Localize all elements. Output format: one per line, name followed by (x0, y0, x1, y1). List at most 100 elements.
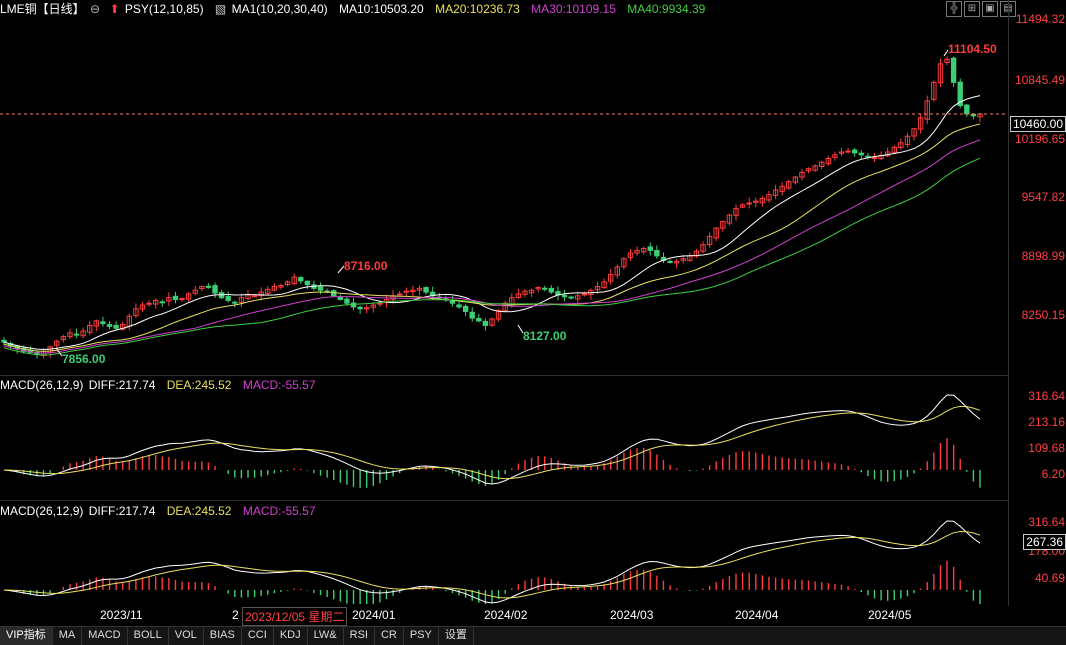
candle-body (120, 324, 126, 330)
candle-body (1, 339, 7, 343)
macd1-diff: DIFF:217.74 (88, 378, 156, 392)
tab-bias[interactable]: BIAS (204, 627, 242, 645)
ma20-value: MA20:10236.73 (435, 2, 520, 16)
annotation-pointer (55, 347, 63, 357)
tab-cci[interactable]: CCI (242, 627, 274, 645)
date-label: 2 (232, 608, 239, 622)
candle-body (377, 302, 383, 305)
candle-body (271, 286, 278, 291)
candle-body (100, 321, 106, 325)
candle-body (739, 204, 746, 208)
price-axis: 11494.32 10845.49 10196.65 9547.82 8898.… (1008, 0, 1066, 606)
candle-body (284, 281, 291, 286)
macd1-label[interactable]: MACD(26,12,9) (0, 378, 84, 392)
candle-body (700, 244, 706, 252)
tab-lw[interactable]: LW& (308, 627, 344, 645)
tab-cr[interactable]: CR (375, 627, 404, 645)
macd2-diff-line (3, 520, 981, 604)
collapse-icon[interactable]: ⊖ (90, 2, 101, 16)
high-price-label: 11104.50 (948, 42, 997, 56)
candle-body (568, 296, 574, 299)
price-chart[interactable]: 11104.50 8716.00 7856.00 8127.00 (0, 0, 1008, 606)
candle-body (403, 290, 409, 293)
tab-vip[interactable]: VIP指标 (0, 627, 53, 645)
candle-body (706, 235, 713, 245)
candle-body (858, 152, 864, 156)
candle-body (166, 297, 172, 302)
candle-body (133, 308, 139, 317)
macd2-macd: MACD:-55.57 (242, 504, 316, 518)
low-price-label: 7856.00 (62, 352, 106, 366)
psy-indicator[interactable]: PSY(12,10,85) (124, 2, 204, 16)
candle-body (825, 157, 832, 165)
candle-body (548, 287, 555, 293)
candle-body (647, 246, 653, 251)
candle-body (911, 128, 917, 137)
macd1-header: MACD(26,12,9) DIFF:217.74 DEA:245.52 MAC… (0, 377, 324, 393)
tab-rsi[interactable]: RSI (344, 627, 375, 645)
candle-body (179, 298, 185, 301)
candle-body (416, 287, 423, 291)
tab-ma[interactable]: MA (53, 627, 83, 645)
candle-body (265, 288, 271, 294)
expand-icon[interactable]: ⊞ (964, 1, 980, 17)
candle-body (792, 176, 799, 183)
tab-psy[interactable]: PSY (404, 627, 439, 645)
tab-kdj[interactable]: KDJ (274, 627, 308, 645)
macd2-label[interactable]: MACD(26,12,9) (0, 504, 84, 518)
candle-body (944, 58, 950, 63)
tab-vol[interactable]: VOL (169, 627, 204, 645)
candle-body (581, 293, 588, 296)
candle-body (726, 214, 733, 224)
candle-body (608, 273, 614, 282)
candle-body (766, 194, 772, 201)
candle-body (423, 287, 429, 293)
candle-body (146, 302, 152, 305)
candle-body (396, 293, 403, 296)
ma10-value: MA10:10503.20 (339, 2, 424, 16)
candle-body (106, 324, 113, 327)
candle-body (449, 300, 456, 304)
current-price-tag: 10460.00 (1009, 116, 1066, 132)
date-axis: 2023/11 2 2023/12/05 星期二 2024/01 2024/02… (0, 606, 1008, 626)
up-arrow-icon: ⬆ (109, 2, 120, 16)
candle-body (199, 286, 205, 290)
candle-body (469, 311, 475, 319)
candle-body (640, 247, 647, 253)
candle-body (60, 336, 67, 341)
date-label: 2024/04 (735, 608, 779, 622)
macd1-dea-line (3, 405, 981, 480)
candle-body (225, 296, 231, 301)
macd2-dea: DEA:245.52 (166, 504, 232, 518)
axis-label: 316.64 (1028, 389, 1065, 403)
candle-body (80, 330, 86, 337)
candle-body (542, 287, 548, 290)
candle-body (891, 146, 897, 153)
date-label: 2024/02 (484, 608, 528, 622)
candle-body (673, 260, 680, 264)
candle-body (957, 81, 963, 107)
tab-macd[interactable]: MACD (82, 627, 128, 645)
candle-body (713, 227, 719, 239)
candle-body (350, 302, 357, 308)
axis-label: 316.64 (1028, 515, 1065, 529)
candle-body (904, 135, 911, 145)
candle-body (950, 57, 957, 83)
candle-body (522, 290, 528, 295)
tab-settings[interactable]: 设置 (439, 627, 474, 645)
ma-indicator[interactable]: MA1(10,20,30,40) (231, 2, 328, 16)
candle-body (528, 289, 535, 294)
candle-body (746, 202, 752, 205)
axis-label: 10845.49 (1014, 73, 1065, 87)
candle-body (852, 149, 858, 154)
zoom-icon[interactable]: ▣ (982, 1, 998, 17)
candle-body (832, 154, 838, 158)
crosshair-icon[interactable]: ╬ (946, 1, 962, 17)
ma40-line (3, 157, 981, 356)
candle-body (212, 285, 218, 294)
macd1-dea: DEA:245.52 (166, 378, 232, 392)
tab-boll[interactable]: BOLL (128, 627, 169, 645)
axis-label: 9547.82 (1021, 190, 1065, 204)
candle-body (654, 250, 660, 257)
macd1-diff-line (3, 394, 981, 485)
